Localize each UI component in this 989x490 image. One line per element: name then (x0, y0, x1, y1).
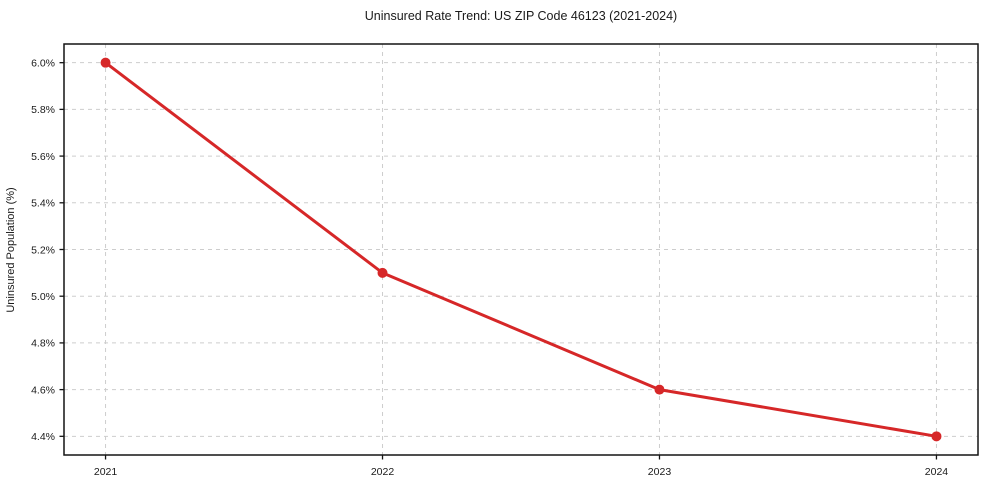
y-tick-label: 5.6% (31, 151, 55, 163)
trend-line (104, 61, 938, 438)
x-tick-label: 2021 (94, 466, 118, 478)
data-point (100, 57, 111, 68)
x-tick-label: 2024 (925, 466, 949, 478)
y-axis-label: Uninsured Population (%) (5, 187, 17, 312)
chart-title: Uninsured Rate Trend: US ZIP Code 46123 … (365, 9, 677, 23)
data-point (377, 267, 388, 278)
tick-layer: 4.4% 4.6% 4.8% 5.0% 5.2% 5.4% 5.6% 5.8% 6.0% 2021… (31, 57, 948, 478)
y-tick-label: 5.8% (31, 104, 55, 116)
y-tick-label: 4.4% (31, 431, 55, 443)
x-tick-label: 2023 (648, 466, 672, 478)
y-tick-label: 5.2% (31, 244, 55, 256)
data-point (654, 384, 665, 395)
y-tick-label: 5.4% (31, 198, 55, 210)
y-tick-label: 6.0% (31, 57, 55, 69)
y-tick-label: 5.0% (31, 291, 55, 303)
y-tick-label: 4.8% (31, 338, 55, 350)
grid-layer (64, 44, 978, 455)
plot-border (63, 43, 979, 456)
y-tick-label: 4.6% (31, 384, 55, 396)
trend-line-series (100, 57, 942, 442)
data-point (931, 431, 942, 442)
x-tick-label: 2022 (371, 466, 395, 478)
